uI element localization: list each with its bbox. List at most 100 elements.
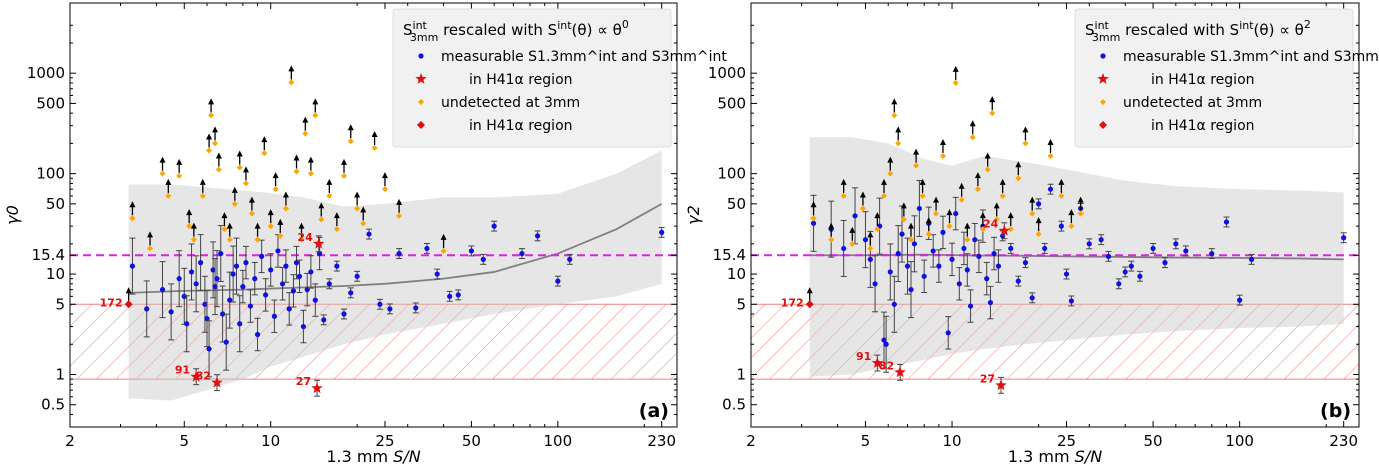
undetected-point <box>341 172 348 179</box>
measurable-point <box>204 316 210 322</box>
measurable-point <box>334 263 340 269</box>
x-tick-label: 50 <box>462 432 481 450</box>
measurable-point <box>1036 201 1042 207</box>
measurable-point <box>1116 281 1122 287</box>
y-tick-label: 10 <box>727 265 746 283</box>
measurable-point <box>953 210 959 217</box>
y-tick-label: 15.4 <box>32 246 65 264</box>
lower-limit-arrowhead <box>964 222 971 229</box>
lower-limit-arrowhead <box>999 178 1006 185</box>
x-tick-label: 5 <box>861 432 871 450</box>
source-label: 82 <box>196 370 211 383</box>
measurable-point <box>210 267 216 273</box>
panel-label-a: (a) <box>639 400 669 422</box>
legend-entry-1: in H41α region <box>469 72 573 88</box>
undetected-point <box>1077 210 1084 217</box>
lower-limit-arrowhead <box>867 231 874 238</box>
measurable-point <box>984 276 990 282</box>
y-tick-label: 50 <box>46 195 65 213</box>
undetected-point <box>993 216 1000 223</box>
undetected-point <box>891 112 898 119</box>
undetected-point <box>186 223 193 230</box>
lower-limit-arrowhead <box>989 96 996 103</box>
undetected-point <box>206 147 213 154</box>
lower-limit-arrowhead <box>360 206 367 213</box>
undetected-point <box>933 210 940 217</box>
measurable-point <box>168 309 174 315</box>
legend-entry-3: in H41α region <box>1151 118 1255 134</box>
lower-limit-arrowhead <box>1047 138 1054 145</box>
measurable-point <box>296 273 303 279</box>
undetected-point <box>159 170 166 177</box>
undetected-point <box>989 110 996 117</box>
undetected-point <box>1015 175 1022 182</box>
measurable-point <box>945 330 951 336</box>
legend-marker-h41-star <box>1097 73 1109 84</box>
x-axis-label-b: 1.3 mm S/N <box>1008 447 1102 466</box>
measurable-point <box>413 305 419 311</box>
y-tick-label: 10 <box>46 265 65 283</box>
legend-a: Sint 3mm rescaled with Sint(θ) ∝ θ0 measu… <box>392 8 727 148</box>
y-tick-label: 5 <box>736 295 746 313</box>
measurable-point <box>976 253 982 259</box>
y-axis-label-b: γ2 <box>684 205 703 225</box>
undetected-point <box>242 180 249 187</box>
measurable-point <box>312 297 318 303</box>
x-tick-label: 10 <box>942 432 961 450</box>
measurable-point <box>300 323 307 330</box>
measurable-point <box>852 213 858 219</box>
measurable-point <box>567 256 573 262</box>
undetected-point <box>913 162 920 169</box>
undetected-point <box>307 170 314 177</box>
undetected-point <box>236 164 243 171</box>
lower-limit-arrowhead <box>326 178 333 185</box>
measurable-point <box>872 281 878 287</box>
lower-limit-arrowhead <box>1058 178 1065 185</box>
undetected-point <box>347 138 354 145</box>
lower-limit-arrowhead <box>215 152 222 159</box>
legend-entry-2: undetected at 3mm <box>441 95 580 111</box>
undetected-point <box>867 245 874 252</box>
h41-undetected-diamond <box>805 300 814 309</box>
lower-limit-arrowhead <box>129 201 136 208</box>
measurable-point <box>129 263 136 269</box>
undetected-point <box>964 236 971 243</box>
measurable-point <box>286 306 292 312</box>
lower-limit-arrowhead <box>1022 126 1029 133</box>
lower-limit-arrowhead <box>186 209 193 216</box>
legend-marker-h41-diamond <box>1099 121 1107 129</box>
measurable-point <box>936 263 942 269</box>
undetected-point <box>849 240 856 247</box>
measurable-point <box>230 271 236 277</box>
lower-limit-arrowhead <box>396 198 403 205</box>
measurable-point <box>867 256 873 262</box>
lower-limit-arrowhead <box>859 191 866 198</box>
legend-entry-0: measurable S1.3mm^int and S3mm^int <box>441 49 727 65</box>
undetected-point <box>226 236 233 243</box>
undetected-point <box>969 134 976 141</box>
y-tick-label: 500 <box>36 94 65 112</box>
source-label: 24 <box>297 231 313 244</box>
h41-measurable-star <box>211 376 223 388</box>
undetected-point <box>952 79 959 86</box>
measurable-point <box>268 267 274 273</box>
y-tick-label: 100 <box>36 165 65 183</box>
measurable-point <box>810 220 817 226</box>
lower-limit-arrowhead <box>354 191 361 198</box>
measurable-point <box>447 293 453 299</box>
undetected-point <box>979 226 986 233</box>
measurable-point <box>1209 250 1215 257</box>
source-label: 172 <box>100 296 123 309</box>
lower-limit-arrowhead <box>267 209 274 216</box>
measurable-point <box>275 248 281 254</box>
undetected-point <box>371 144 378 151</box>
measurable-point <box>940 229 946 235</box>
legend-b: Sint 3mm rescaled with Sint(θ) ∝ θ2 measu… <box>1074 8 1379 148</box>
measurable-point <box>911 241 918 247</box>
undetected-point <box>248 210 255 217</box>
lower-limit-arrowhead <box>318 202 325 209</box>
measurable-point <box>887 269 893 275</box>
undetected-point <box>1058 192 1065 199</box>
source-label: 91 <box>856 350 871 363</box>
